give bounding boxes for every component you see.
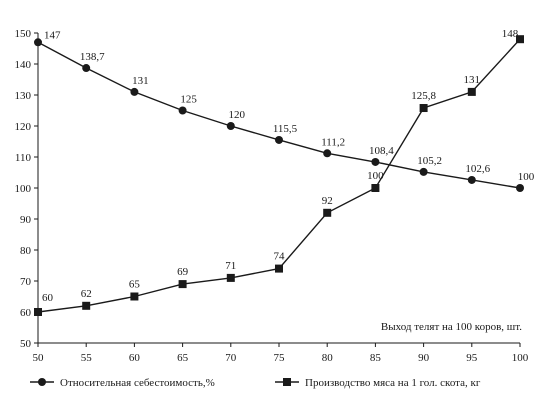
x-tick-label: 80 [322, 352, 334, 364]
series-1-point [371, 157, 380, 166]
data-label: 100 [518, 171, 535, 183]
x-axis-annotation: Выход телят на 100 коров, шт. [381, 321, 522, 333]
x-tick-label: 75 [274, 352, 286, 364]
series-2-point [275, 264, 283, 273]
chart-axes: 50 60 70 80 90 100 110 120 130 140 150 50 55 60 65 70 75… [15, 28, 529, 364]
data-label: 60 [42, 292, 54, 304]
series-2: 60 62 65 69 71 74 92 100 125,8 131 148 [34, 28, 524, 316]
y-tick-label: 130 [15, 90, 32, 102]
y-tick-label: 110 [15, 152, 32, 164]
data-label: 69 [177, 266, 189, 278]
y-tick-label: 60 [20, 307, 32, 319]
x-tick-label: 100 [512, 352, 529, 364]
data-label: 120 [229, 109, 246, 121]
series-2-point [226, 273, 235, 282]
data-label: 105,2 [417, 155, 442, 167]
x-tick-label: 60 [129, 352, 141, 364]
legend-label: Производство мяса на 1 гол. скота, кг [305, 377, 481, 389]
series-2-point [82, 301, 91, 310]
series-1-point [419, 167, 428, 176]
legend-marker [283, 378, 291, 386]
series-2-point [516, 35, 524, 44]
y-tick-label: 120 [15, 121, 32, 133]
series-1-point [130, 87, 139, 96]
series-2-point [467, 87, 476, 96]
data-label: 62 [81, 288, 92, 300]
data-label: 100 [367, 170, 384, 182]
y-tick-label: 50 [20, 338, 32, 350]
legend-item-1: Относительная себестоимость,% [30, 377, 215, 389]
series-1-point [467, 175, 476, 184]
series-2-point [34, 308, 42, 316]
chart-legend: Относительная себестоимость,% Производств… [30, 377, 481, 389]
series-1-point [82, 64, 91, 73]
series-1-point [275, 135, 283, 144]
y-tick-label: 80 [20, 245, 32, 257]
data-label: 115,5 [273, 123, 298, 135]
series-2-point [419, 104, 428, 113]
x-tick-label: 70 [225, 352, 237, 364]
x-tick-label: 90 [418, 352, 430, 364]
x-tick-label: 65 [177, 352, 189, 364]
data-label: 108,4 [369, 145, 394, 157]
series-1-line [37, 41, 521, 189]
y-tick-label: 150 [15, 28, 32, 40]
data-label: 125 [180, 94, 197, 106]
data-label: 138,7 [80, 51, 105, 63]
data-label: 74 [274, 251, 286, 263]
legend-item-2: Производство мяса на 1 гол. скота, кг [275, 377, 481, 389]
x-tick-label: 95 [466, 352, 478, 364]
series-1-point [226, 122, 235, 130]
data-label: 71 [225, 260, 236, 272]
data-label: 111,2 [321, 136, 345, 148]
data-label: 102,6 [465, 163, 490, 175]
x-tick-label: 50 [33, 352, 45, 364]
x-tick-label: 85 [370, 352, 382, 364]
data-label: 125,8 [411, 90, 436, 102]
series-2-point [178, 280, 187, 289]
data-label: 131 [132, 75, 149, 87]
data-label: 147 [44, 29, 61, 41]
data-label: 131 [464, 74, 481, 86]
y-tick-label: 90 [20, 214, 32, 226]
data-label: 148 [502, 28, 519, 40]
data-label: 92 [322, 195, 333, 207]
series-2-point [323, 208, 332, 217]
legend-label: Относительная себестоимость,% [60, 377, 215, 389]
y-tick-label: 140 [15, 59, 32, 71]
series-1-point [34, 38, 42, 47]
series-2-point [371, 184, 380, 192]
series-1-point [323, 149, 332, 158]
chart-series: 147 138,7 131 125 120 115,5 111,2 108,4 105,2 102… [34, 28, 535, 316]
series-1: 147 138,7 131 125 120 115,5 111,2 108,4 105,2 102… [34, 29, 535, 192]
x-tick-label: 55 [81, 352, 93, 364]
y-tick-label: 70 [20, 276, 32, 288]
series-1-point [178, 106, 187, 115]
y-tick-label: 100 [15, 183, 32, 195]
legend-marker [38, 378, 46, 386]
data-label: 65 [129, 279, 141, 291]
series-2-point [130, 292, 139, 301]
series-1-point [516, 184, 524, 192]
